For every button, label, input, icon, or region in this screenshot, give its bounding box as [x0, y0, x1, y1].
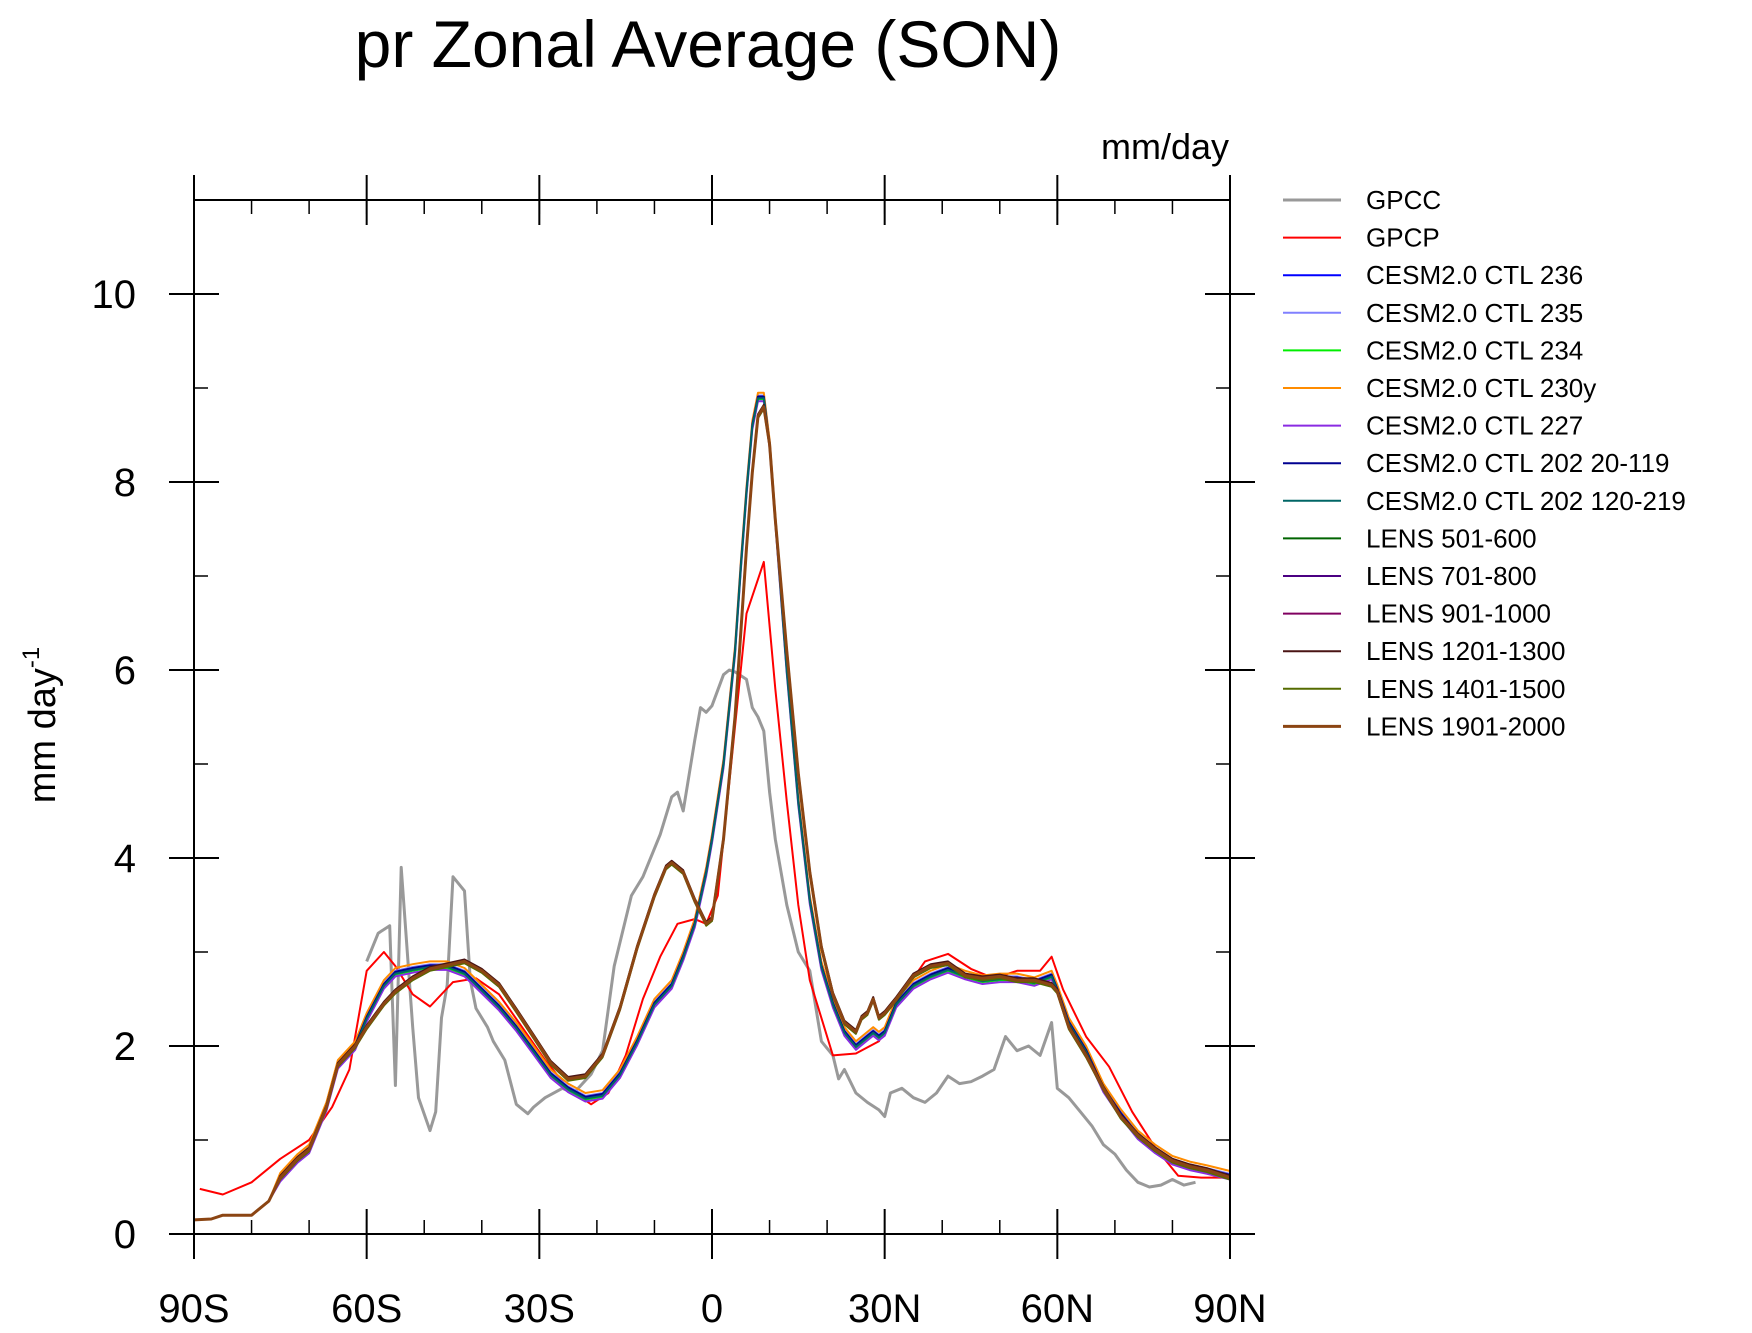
series-line-cesm2-0-ctl-235: [193, 394, 1231, 1221]
x-tick-label: 60S: [331, 1287, 402, 1331]
tick-labels: 90S 60S 30S 0 30N 60N 90N 0 2 4 6 8 10: [92, 273, 1267, 1331]
legend-label: CESM2.0 CTL 227: [1366, 411, 1583, 441]
legend-label: LENS 901-1000: [1366, 599, 1551, 629]
x-tick-label: 30N: [848, 1287, 921, 1331]
legend: GPCC GPCP CESM2.0 CTL 236 CESM2.0 CTL 235 CE…: [1283, 185, 1686, 741]
legend-label: CESM2.0 CTL 236: [1366, 260, 1583, 290]
legend-label: CESM2.0 CTL 202 120-219: [1366, 486, 1686, 516]
series-line-lens-501-600: [193, 405, 1231, 1221]
units-label: mm/day: [1101, 126, 1229, 167]
x-tick-label: 30S: [504, 1287, 575, 1331]
series-line-cesm2-0-ctl-234: [193, 398, 1231, 1221]
legend-label: CESM2.0 CTL 234: [1366, 335, 1583, 365]
series-line-lens-901-1000: [193, 406, 1231, 1221]
y-tick-label: 6: [114, 649, 136, 693]
legend-label: GPCP: [1366, 223, 1440, 253]
y-axis-label-superscript: -1: [18, 647, 45, 668]
legend-label: GPCC: [1366, 185, 1441, 215]
series-lines: [193, 391, 1231, 1222]
series-line-lens-701-800: [193, 404, 1231, 1221]
chart-title: pr Zonal Average (SON): [355, 7, 1062, 81]
series-line-lens-1401-1500: [193, 407, 1231, 1221]
x-tick-label: 90N: [1193, 1287, 1266, 1331]
legend-label: LENS 1201-1300: [1366, 636, 1565, 666]
series-line-cesm2-0-ctl-236: [193, 396, 1231, 1221]
minor-ticks: [193, 199, 1231, 1235]
series-line-lens-1901-2000: [193, 405, 1231, 1222]
legend-label: CESM2.0 CTL 202 20-119: [1366, 448, 1670, 478]
x-tick-label: 90S: [158, 1287, 229, 1331]
y-tick-label: 4: [114, 837, 136, 881]
plot-frame: [193, 199, 1231, 1235]
series-line-gpcp: [199, 560, 1225, 1196]
x-tick-label: 60N: [1021, 1287, 1094, 1331]
legend-label: LENS 1401-1500: [1366, 674, 1565, 704]
series-line-cesm2-0-ctl-227: [193, 400, 1231, 1221]
legend-label: LENS 1901-2000: [1366, 711, 1565, 741]
legend-label: CESM2.0 CTL 230y: [1366, 373, 1596, 403]
series-line-gpcc: [365, 668, 1196, 1189]
svg-text:mm day-1: mm day-1: [18, 647, 64, 803]
y-tick-label: 2: [114, 1025, 136, 1069]
legend-label: CESM2.0 CTL 235: [1366, 298, 1583, 328]
legend-label: LENS 701-800: [1366, 561, 1537, 591]
series-line-cesm2-0-ctl-202-20-119: [193, 395, 1231, 1221]
y-tick-label: 0: [114, 1213, 136, 1257]
y-tick-label: 10: [92, 273, 137, 317]
series-line-cesm2-0-ctl-230y: [193, 391, 1231, 1221]
y-tick-label: 8: [114, 461, 136, 505]
x-tick-label: 0: [701, 1287, 723, 1331]
series-line-lens-1201-1300: [193, 403, 1231, 1221]
y-axis-label-text: mm day: [22, 668, 64, 803]
major-ticks: [169, 175, 1255, 1259]
legend-label: LENS 501-600: [1366, 523, 1537, 553]
y-axis-label: mm day-1: [18, 647, 64, 803]
series-line-cesm2-0-ctl-202-120-219: [193, 397, 1231, 1221]
